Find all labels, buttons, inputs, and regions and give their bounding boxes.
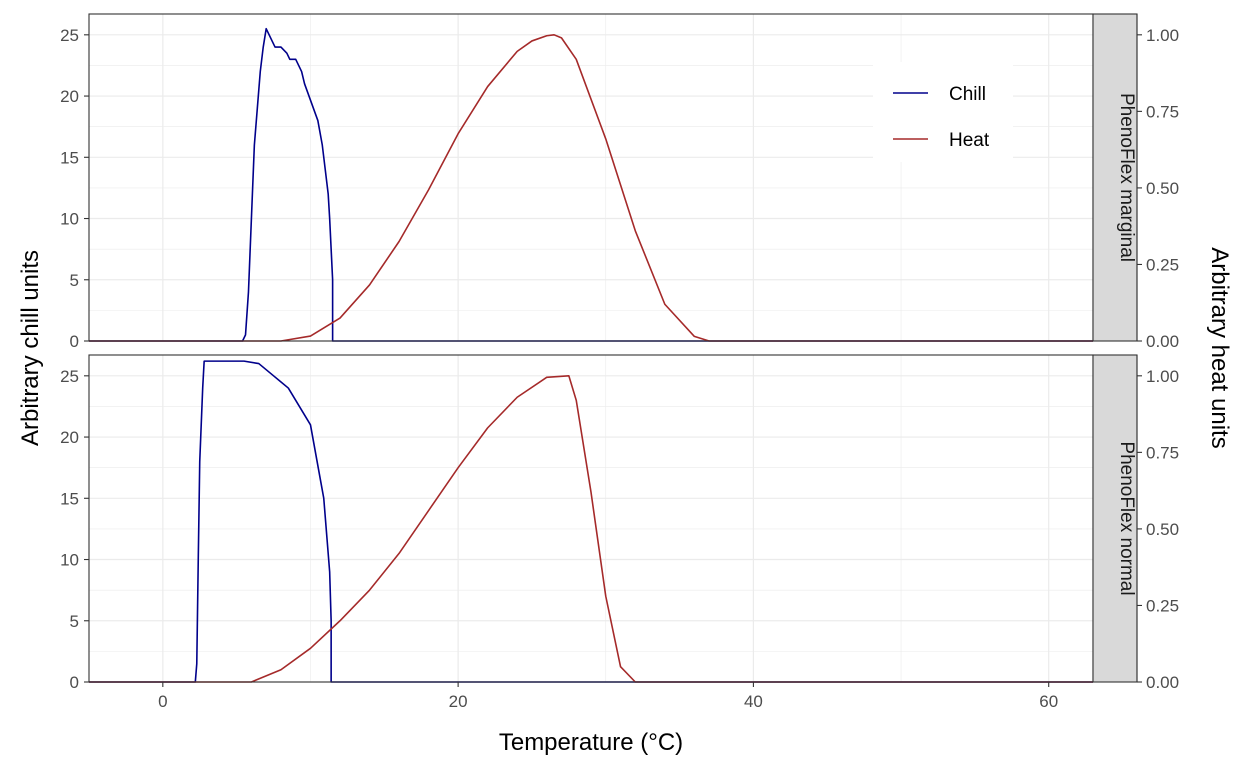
y-right-tick-label: 0.50 — [1146, 520, 1179, 539]
y-left-tick-label: 10 — [60, 551, 79, 570]
x-tick-label: 40 — [744, 692, 763, 711]
y-left-tick-label: 25 — [60, 367, 79, 386]
y-left-tick-label: 5 — [70, 612, 79, 631]
facet-strip-label: PhenoFlex marginal — [1116, 93, 1137, 262]
panel-background — [89, 355, 1093, 682]
legend-box — [873, 62, 1013, 162]
facet-strip-label: PhenoFlex normal — [1116, 441, 1137, 595]
y-left-tick-label: 5 — [70, 271, 79, 290]
y-right-axis-title: Arbitrary heat units — [1206, 247, 1233, 448]
y-right-tick-label: 0.00 — [1146, 332, 1179, 351]
y-left-tick-label: 0 — [70, 673, 79, 692]
y-right-tick-label: 0.25 — [1146, 255, 1179, 274]
facet-strip — [1092, 354, 1138, 683]
series-line-chill — [89, 27, 1093, 342]
y-right-tick-label: 0.00 — [1146, 673, 1179, 692]
x-tick-label: 0 — [158, 692, 167, 711]
x-axis-title: Temperature (°C) — [499, 729, 683, 756]
legend-label-heat: Heat — [949, 130, 990, 151]
series-line-chill — [89, 360, 1093, 683]
y-left-tick-label: 10 — [60, 210, 79, 229]
y-right-tick-label: 0.75 — [1146, 102, 1179, 121]
y-right-tick-label: 0.75 — [1146, 443, 1179, 462]
y-right-tick-label: 1.00 — [1146, 367, 1179, 386]
y-left-tick-label: 15 — [60, 148, 79, 167]
y-left-axis-title: Arbitrary chill units — [17, 250, 44, 446]
series-line-heat — [89, 375, 1093, 683]
y-left-tick-label: 25 — [60, 26, 79, 45]
x-tick-label: 60 — [1039, 692, 1058, 711]
series-line-heat — [89, 34, 1093, 342]
y-left-tick-label: 20 — [60, 428, 79, 447]
y-left-tick-label: 15 — [60, 489, 79, 508]
y-right-tick-label: 0.25 — [1146, 596, 1179, 615]
legend-label-chill: Chill — [949, 84, 986, 105]
y-right-tick-label: 1.00 — [1146, 26, 1179, 45]
facet-strip — [1092, 13, 1138, 342]
y-right-tick-label: 0.50 — [1146, 179, 1179, 198]
y-left-tick-label: 20 — [60, 87, 79, 106]
y-left-tick-label: 0 — [70, 332, 79, 351]
x-tick-label: 20 — [449, 692, 468, 711]
